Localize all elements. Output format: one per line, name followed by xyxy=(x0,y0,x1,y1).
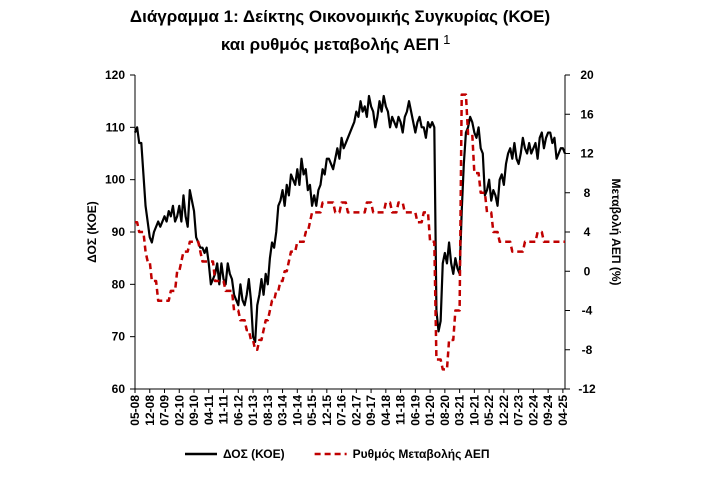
x-tick-label: 04-11 xyxy=(202,395,216,425)
x-tick-label: 01-20 xyxy=(423,395,437,426)
y2-tick-label: 16 xyxy=(580,107,594,121)
x-tick-label: 11-11 xyxy=(217,395,231,425)
x-tick-label: 09-17 xyxy=(364,395,378,426)
title-note: 1 xyxy=(443,32,450,47)
y-tick-label: 100 xyxy=(105,173,125,187)
y2-tick-label: -4 xyxy=(582,304,593,318)
x-tick-label: 10-14 xyxy=(290,395,304,426)
chart-title: και ρυθμός μεταβολής ΑΕΠ xyxy=(221,35,439,54)
y2-axis-label: Μεταβολή ΑΕΠ (%) xyxy=(609,179,623,286)
x-tick-label: 09-24 xyxy=(541,395,555,426)
y2-tick-label: -8 xyxy=(582,343,593,357)
chart-title: Διάγραμμα 1: Δείκτης Οικονομικής Συγκυρί… xyxy=(130,7,550,26)
y-tick-label: 80 xyxy=(112,277,126,291)
x-tick-label: 05-22 xyxy=(482,395,496,426)
x-tick-label: 03-14 xyxy=(276,395,290,426)
legend-label: ΔΟΣ (ΚΟΕ) xyxy=(223,447,285,461)
y-tick-label: 70 xyxy=(112,330,126,344)
y2-tick-label: 8 xyxy=(584,186,591,200)
series-line xyxy=(135,93,565,371)
x-tick-label: 01-13 xyxy=(246,395,260,426)
x-tick-label: 09-10 xyxy=(187,395,201,426)
x-tick-label: 10-21 xyxy=(467,395,481,426)
series-line xyxy=(133,94,567,343)
x-tick-label: 06-19 xyxy=(408,395,422,426)
x-tick-label: 04-18 xyxy=(379,395,393,426)
y2-tick-label: -12 xyxy=(578,382,596,396)
x-tick-label: 06-12 xyxy=(231,395,245,426)
x-tick-label: 02-10 xyxy=(172,395,186,426)
y-tick-label: 110 xyxy=(106,120,126,134)
y2-tick-label: 4 xyxy=(584,225,591,239)
y-tick-label: 120 xyxy=(105,68,125,82)
x-tick-label: 07-23 xyxy=(512,395,526,426)
x-tick-label: 07-16 xyxy=(335,395,349,426)
x-tick-label: 02-17 xyxy=(349,395,363,426)
x-tick-label: 07-09 xyxy=(158,395,172,426)
y2-tick-label: 0 xyxy=(584,264,591,278)
y2-tick-label: 20 xyxy=(580,68,594,82)
y-tick-label: 90 xyxy=(112,225,126,239)
x-tick-label: 05-15 xyxy=(305,395,319,426)
y-tick-label: 60 xyxy=(112,382,126,396)
x-tick-label: 08-20 xyxy=(438,395,452,426)
x-tick-label: 05-08 xyxy=(128,395,142,426)
x-tick-label: 08-13 xyxy=(261,395,275,426)
x-tick-label: 11-18 xyxy=(394,395,408,425)
x-tick-label: 03-21 xyxy=(453,395,467,426)
y-axis-label: ΔΟΣ (ΚΟΕ) xyxy=(85,201,99,263)
x-tick-label: 12-22 xyxy=(497,395,511,426)
legend-label: Ρυθμός Μεταβολής ΑΕΠ xyxy=(353,447,490,461)
x-tick-label: 02-24 xyxy=(526,395,540,426)
y2-tick-label: 12 xyxy=(580,147,594,161)
x-tick-label: 12-15 xyxy=(320,395,334,426)
x-tick-label: 04-25 xyxy=(556,395,570,426)
x-tick-label: 12-08 xyxy=(143,395,157,426)
